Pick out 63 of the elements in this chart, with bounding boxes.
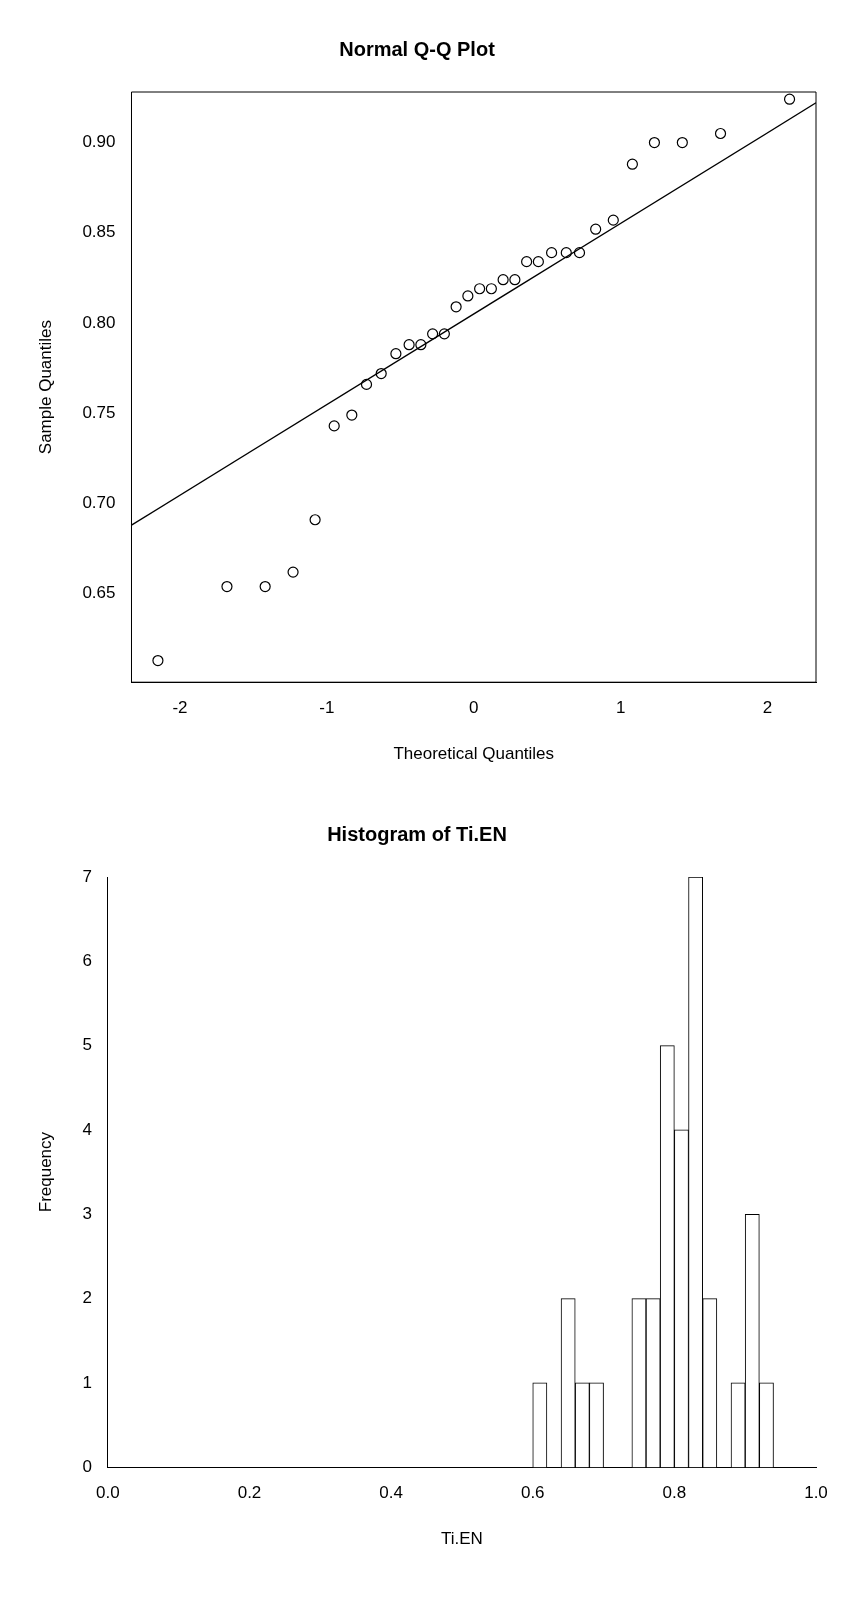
x-tick-label: 1.0 — [804, 1483, 828, 1503]
point — [390, 348, 402, 360]
x-tick-label: 0.2 — [237, 1483, 262, 1503]
x-tick-label: 0 — [469, 698, 479, 718]
point — [590, 223, 602, 235]
x-tick-label: 0.4 — [379, 1483, 403, 1503]
point — [375, 367, 387, 380]
point — [573, 247, 586, 259]
point — [485, 283, 497, 295]
point — [438, 328, 450, 340]
x-tick-label: 2 — [762, 698, 773, 718]
point — [546, 247, 558, 259]
x-axis-title: Ti.EN — [440, 1529, 483, 1549]
x-tick-label: -1 — [319, 698, 335, 718]
x-axis-title: Theoretical Quantiles — [393, 744, 555, 764]
point — [259, 580, 271, 593]
point — [474, 283, 486, 295]
point — [427, 328, 439, 340]
point — [509, 274, 521, 286]
x-tick-label: 1 — [615, 698, 626, 718]
chart-title: Histogram of Ti.EN — [327, 822, 507, 845]
y-tick-label: 1 — [82, 1372, 92, 1392]
y-tick-label: 0.75 — [82, 402, 116, 422]
point — [328, 420, 340, 432]
y-axis-title: Frequency — [35, 1131, 55, 1213]
point — [346, 409, 358, 421]
point — [783, 93, 796, 105]
y-tick-label: 0.85 — [82, 222, 116, 242]
point — [462, 290, 474, 302]
point — [648, 136, 661, 149]
point — [221, 580, 233, 593]
y-tick-label: 2 — [82, 1288, 92, 1308]
y-axis-title: Sample Quantiles — [35, 320, 55, 455]
y-tick-label: 4 — [82, 1119, 92, 1139]
x-tick-label: -2 — [172, 698, 188, 718]
point — [676, 136, 688, 149]
y-tick-label: 0.65 — [82, 583, 116, 603]
y-tick-label: 3 — [82, 1203, 92, 1223]
y-tick-label: 0.70 — [82, 493, 116, 513]
point — [626, 158, 638, 170]
x-tick-label: 0.0 — [96, 1483, 120, 1503]
point — [415, 339, 427, 351]
point — [152, 654, 164, 667]
point — [309, 514, 321, 526]
point — [450, 301, 462, 313]
x-tick-label: 0.8 — [662, 1483, 687, 1503]
chart-title: Normal Q-Q Plot — [339, 37, 496, 60]
y-tick-label: 0 — [82, 1456, 92, 1476]
point — [607, 214, 619, 226]
y-tick-label: 7 — [82, 866, 92, 886]
point — [360, 378, 373, 390]
point — [532, 256, 544, 268]
point — [287, 566, 299, 578]
point — [521, 256, 533, 268]
point — [403, 339, 415, 351]
point — [497, 274, 509, 286]
point — [714, 127, 727, 140]
y-tick-label: 6 — [82, 951, 92, 970]
x-tick-label: 0.6 — [520, 1483, 545, 1503]
y-tick-label: 0.90 — [82, 132, 116, 152]
y-tick-label: 5 — [82, 1035, 92, 1055]
y-tick-label: 0.80 — [82, 312, 116, 332]
point — [560, 247, 572, 259]
